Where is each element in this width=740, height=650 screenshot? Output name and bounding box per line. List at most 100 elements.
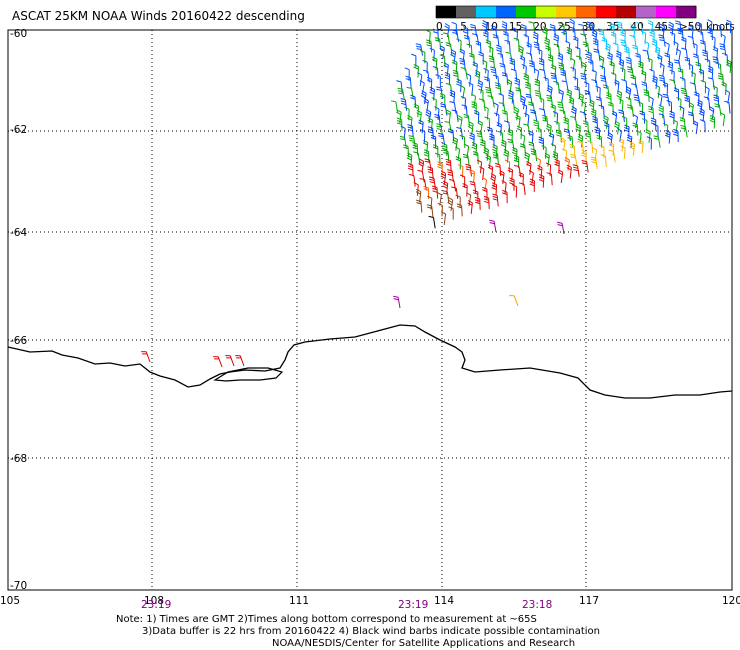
wind-barb (431, 97, 437, 111)
wind-barb (623, 45, 630, 60)
wind-barb (680, 87, 688, 100)
wind-barb (499, 170, 505, 184)
wind-barb (456, 203, 463, 217)
wind-barb (443, 32, 451, 45)
wind-barb (432, 66, 439, 80)
wind-barb (515, 114, 521, 129)
wind-barb (521, 103, 528, 117)
wind-barb (667, 60, 674, 75)
wind-barb (638, 60, 644, 75)
wind-barb (620, 29, 626, 43)
wind-barb (643, 89, 650, 103)
wind-barb (472, 151, 479, 165)
wind-barb (580, 33, 588, 47)
wind-barb (508, 89, 514, 104)
wind-barb (591, 79, 599, 92)
wind-barb (616, 128, 622, 142)
wind-barb (594, 126, 601, 140)
wind-barb (553, 33, 559, 48)
wind-barb (472, 33, 480, 46)
wind-barb (533, 119, 540, 133)
wind-barb (626, 104, 634, 117)
wind-barb (537, 48, 543, 63)
wind-barb (497, 130, 504, 144)
wind-barb (717, 72, 724, 86)
wind-barb (608, 141, 615, 156)
wind-barb (488, 45, 494, 60)
wind-barb (560, 137, 566, 151)
wind-barb (399, 135, 407, 149)
wind-barb (408, 173, 416, 187)
pass-time: 23:19 (141, 599, 171, 611)
wind-barb (702, 49, 709, 63)
wind-barb (504, 39, 511, 53)
wind-barb (444, 121, 452, 134)
wind-barb (440, 103, 448, 116)
wind-barb (588, 99, 595, 113)
wind-barb (521, 63, 527, 78)
wind-barb (537, 165, 543, 179)
wind-barb (586, 140, 594, 154)
wind-barb (434, 152, 441, 166)
wind-barb (471, 101, 477, 115)
lat-label: -66 (10, 335, 27, 347)
wind-barb (557, 221, 565, 235)
wind-barb (422, 139, 429, 154)
wind-barb (528, 130, 534, 144)
wind-barb (492, 151, 499, 165)
wind-barb (621, 116, 628, 130)
wind-barb (713, 94, 720, 108)
wind-barb (572, 76, 579, 90)
lon-label: 111 (289, 595, 309, 607)
wind-barb (487, 95, 495, 108)
wind-barb (436, 123, 443, 136)
wind-barb (524, 151, 530, 166)
wind-barb (516, 125, 523, 140)
wind-barb (600, 154, 607, 168)
wind-barb (452, 136, 458, 151)
wind-barb (658, 104, 664, 119)
wind-barb (692, 53, 700, 67)
wind-barb (463, 113, 470, 127)
lon-label: 120 (722, 595, 740, 607)
wind-barb (481, 176, 488, 191)
wind-barb (390, 100, 399, 113)
wind-barb (669, 110, 675, 125)
wind-barb (604, 42, 611, 57)
wind-barb (400, 98, 408, 111)
wind-barb (417, 169, 425, 183)
lat-label: -60 (10, 28, 27, 40)
legend-swatch (536, 6, 557, 18)
wind-barb (637, 101, 643, 115)
wind-barb (607, 52, 613, 66)
wind-barb (460, 95, 466, 110)
wind-barb (580, 61, 587, 76)
wind-barb (426, 39, 433, 53)
wind-barb (523, 73, 529, 87)
wind-barb (466, 73, 472, 87)
wind-barb (442, 190, 450, 203)
wind-barb (568, 96, 575, 111)
wind-barb (406, 152, 413, 167)
wind-barb (687, 63, 694, 77)
wind-barb (541, 114, 549, 128)
wind-barb (511, 184, 518, 198)
wind-barb (449, 89, 456, 104)
wind-barb (696, 21, 702, 36)
wind-barb (538, 174, 545, 188)
wind-barb (546, 123, 552, 137)
wind-barb (396, 117, 403, 131)
wind-barb (632, 122, 639, 136)
wind-barb (440, 170, 447, 185)
wind-barb (647, 57, 653, 72)
wind-barb (427, 166, 434, 180)
wind-barb (586, 21, 594, 35)
wind-barb (534, 90, 542, 103)
wind-barb (213, 356, 223, 368)
wind-barb (569, 18, 575, 33)
wind-barb (511, 146, 518, 161)
wind-barb (570, 57, 576, 72)
wind-barb (497, 52, 504, 66)
wind-barb (631, 83, 639, 96)
wind-barb (689, 82, 697, 95)
